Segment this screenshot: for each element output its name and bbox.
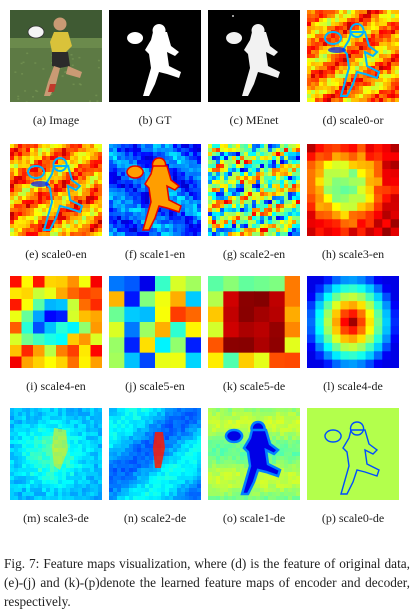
panel-caption: (a) Image: [32, 113, 80, 127]
panel-caption: (f) scale1-en: [124, 247, 186, 261]
panel-image-scale0-en: [10, 144, 102, 236]
panel-image-scale0-or: [307, 10, 399, 102]
feature-fine-warm-image: [307, 10, 399, 102]
panel-image-scale5-en: [109, 276, 201, 368]
panel-image-scale4-de: [307, 276, 399, 368]
panel-image-scale1-en: [109, 144, 201, 236]
figure-silhouette: [27, 157, 84, 231]
panel-caption: (m) scale3-de: [23, 511, 89, 525]
panel-image-gt: [109, 10, 201, 102]
panel-image-scale3-en: [307, 144, 399, 236]
panel-image-scale4-en: [10, 276, 102, 368]
panel-caption: (o) scale1-de: [222, 511, 286, 525]
feature-soft-cyan-image: [10, 408, 102, 500]
feature-blocky-mixed-image: [10, 276, 102, 368]
figure-silhouette: [126, 157, 182, 231]
panel-caption: (c) MEnet: [229, 113, 279, 127]
figure-caption: Fig. 7: Feature maps visualization, wher…: [4, 556, 410, 610]
feature-sharp-blue-image: [208, 408, 300, 500]
feature-fine-cool-image: [109, 144, 201, 236]
feature-noise-image: [208, 144, 300, 236]
photo-image: [10, 10, 102, 102]
panel-caption: (d) scale0-or: [322, 113, 384, 127]
panel-image-scale1-de: [208, 408, 300, 500]
figure-silhouette: [127, 24, 181, 96]
panel-image-menet: [208, 10, 300, 102]
feature-dark-red-image: [208, 276, 300, 368]
panel-caption: (e) scale0-en: [25, 247, 87, 261]
feature-edge-lime-image: [307, 408, 399, 500]
feature-fine-warm-image: [10, 144, 102, 236]
figure-silhouette: [224, 420, 282, 496]
panel-caption: (j) scale5-en: [125, 379, 185, 393]
mask-menet-image: [208, 10, 300, 102]
figure-silhouette: [324, 23, 381, 97]
mask-gt-image: [109, 10, 201, 102]
panel-caption: (p) scale0-de: [321, 511, 385, 525]
panel-image-scale2-de: [109, 408, 201, 500]
panel-image-scale3-de: [10, 408, 102, 500]
panel-caption: (k) scale5-de: [222, 379, 286, 393]
panel-image-scale0-de: [307, 408, 399, 500]
panel-caption: (l) scale4-de: [323, 379, 383, 393]
panel-image-scale5-de: [208, 276, 300, 368]
panel-image-image: [10, 10, 102, 102]
panel-caption: (n) scale2-de: [123, 511, 187, 525]
feature-radial-image: [307, 276, 399, 368]
panel-caption: (g) scale2-en: [222, 247, 286, 261]
panel-image-scale2-en: [208, 144, 300, 236]
panel-caption: (b) GT: [138, 113, 172, 127]
panel-caption: (i) scale4-en: [26, 379, 86, 393]
feature-soft-blue-image: [109, 408, 201, 500]
feature-checker-image: [109, 276, 201, 368]
figure-silhouette: [226, 24, 280, 96]
feature-blocky-red-image: [307, 144, 399, 236]
panel-caption: (h) scale3-en: [321, 247, 385, 261]
figure-silhouette: [324, 421, 380, 495]
